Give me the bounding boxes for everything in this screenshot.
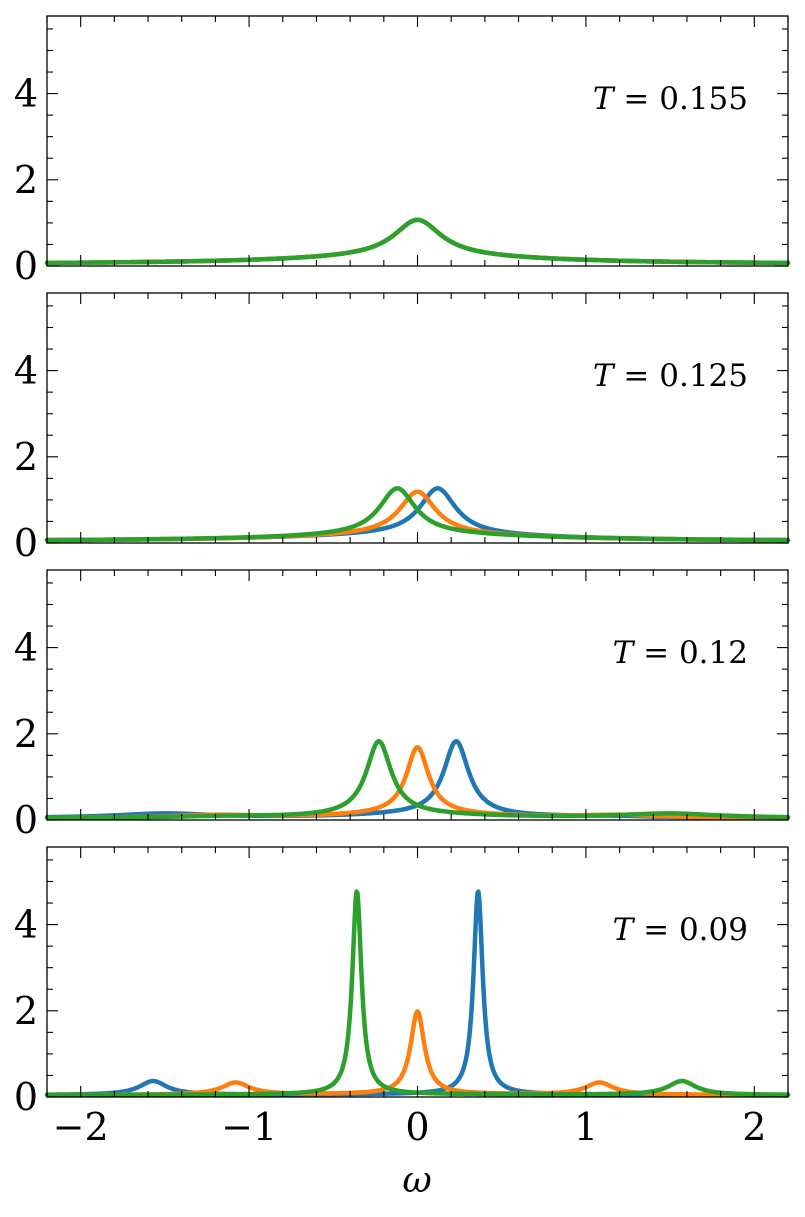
temperature-symbol: T [593, 358, 616, 394]
series-line-green [44, 738, 791, 821]
y-tick-label: 4 [14, 903, 38, 947]
panel-4: 0 2 4 T = 0.09 [14, 846, 791, 1119]
temperature-label: T = 0.09 [613, 912, 748, 948]
y-tick-label: 0 [14, 244, 38, 288]
temperature-value: = 0.12 [633, 635, 748, 671]
panel-3: 0 2 4 T = 0.12 [14, 569, 791, 842]
panel-2: 0 2 4 T = 0.125 [14, 292, 791, 565]
y-tick-label: 2 [14, 989, 38, 1033]
y-tick-label: 0 [14, 798, 38, 842]
x-tick-label: 0 [405, 1105, 429, 1149]
series-line-green [44, 486, 791, 543]
y-tick-label: 0 [14, 1075, 38, 1119]
panel-frame [46, 569, 789, 821]
panel-1: 0 2 4 T = 0.155 [14, 15, 791, 288]
panel-frame [46, 846, 789, 1098]
temperature-value: = 0.09 [633, 912, 748, 948]
y-tick-label: 4 [14, 626, 38, 670]
temperature-label: T = 0.155 [593, 81, 748, 117]
x-tick-label: −1 [221, 1105, 277, 1149]
panel-frame [46, 292, 789, 544]
temperature-value: = 0.125 [614, 358, 748, 394]
x-tick-label: 1 [574, 1105, 598, 1149]
y-tick-label: 0 [14, 521, 38, 565]
x-tick-label: −2 [53, 1105, 109, 1149]
y-tick-label: 2 [14, 712, 38, 756]
temperature-symbol: T [593, 81, 616, 117]
temperature-label: T = 0.12 [613, 635, 748, 671]
temperature-symbol: T [613, 635, 636, 671]
temperature-symbol: T [613, 912, 636, 948]
y-tick-label: 2 [14, 435, 38, 479]
temperature-value: = 0.155 [614, 81, 748, 117]
x-axis: −2 −1 0 1 2 [53, 1105, 767, 1149]
y-tick-label: 4 [14, 349, 38, 393]
y-tick-label: 2 [14, 158, 38, 202]
series-line-green [44, 217, 791, 266]
x-tick-label: 2 [742, 1105, 766, 1149]
x-axis-label: ω [402, 1160, 431, 1201]
temperature-label: T = 0.125 [593, 358, 748, 394]
panels-group: 0 2 4 T = 0.155 0 2 4 T = 0.125 0 2 4 T = 0.12 0 2 4 T … [14, 15, 791, 1119]
panel-frame [46, 15, 789, 267]
y-tick-label: 4 [14, 72, 38, 116]
